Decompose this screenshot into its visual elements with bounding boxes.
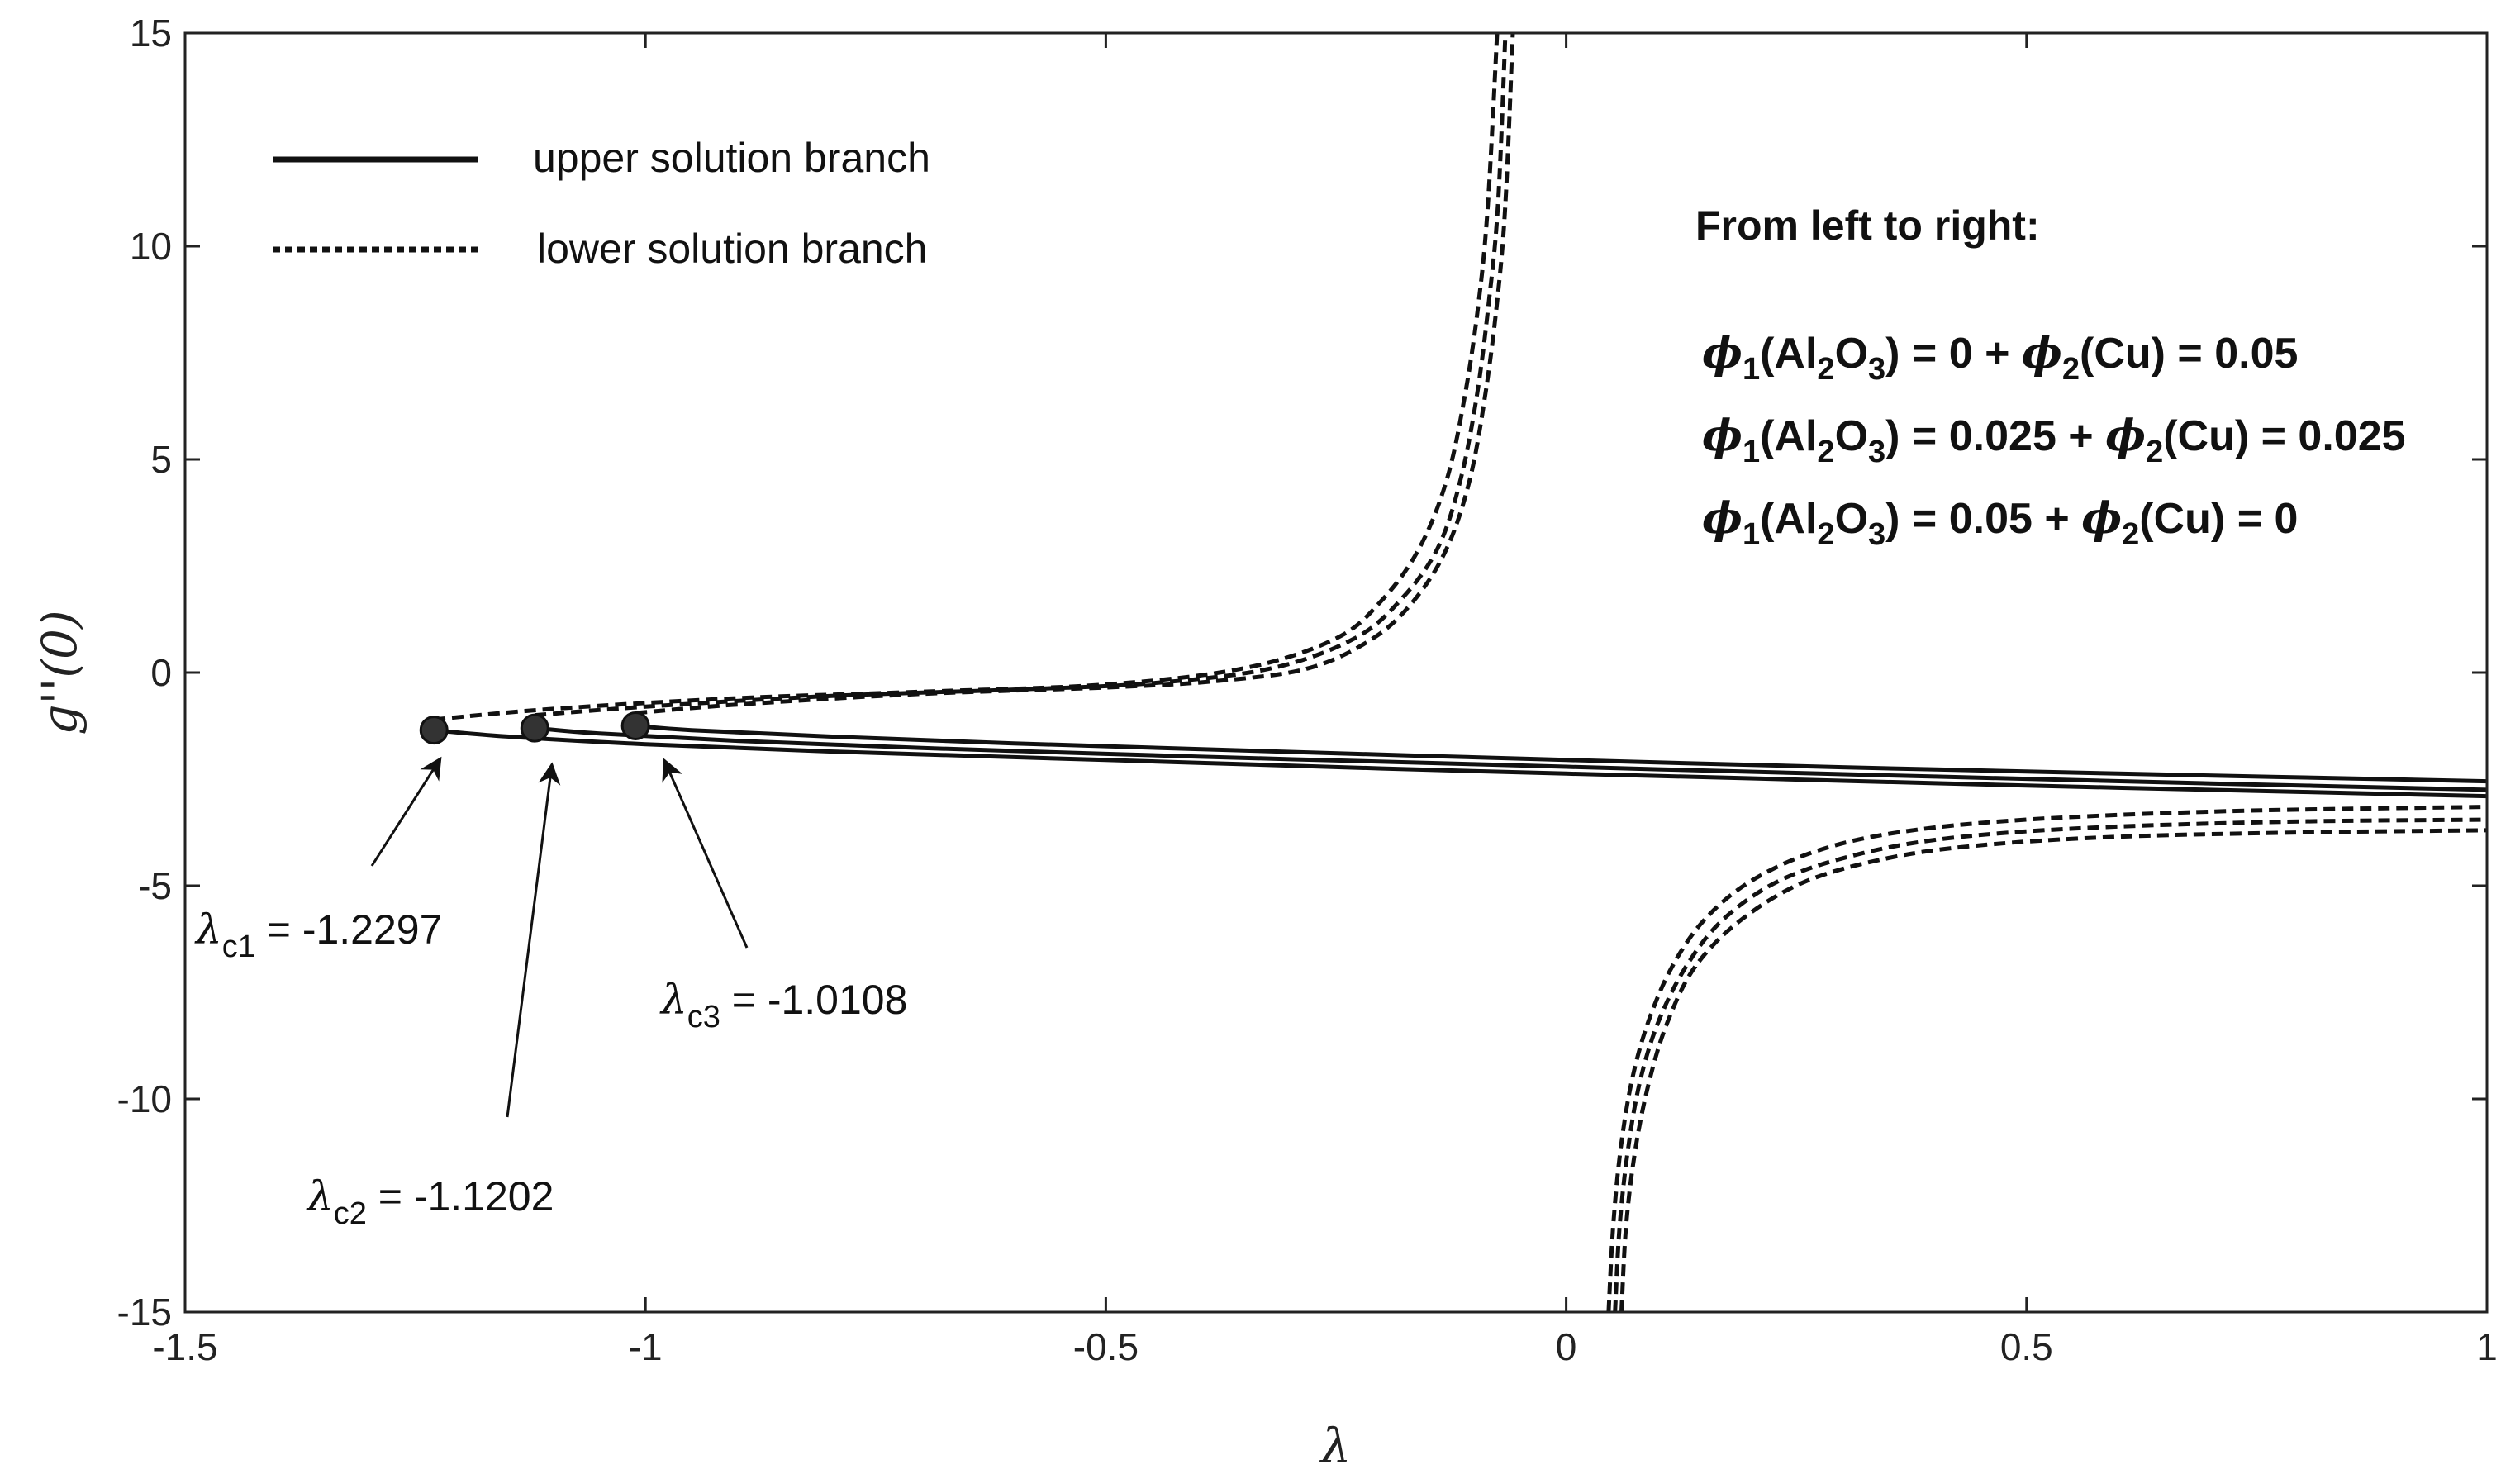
- critical-annotations: λc1 = -1.2297 λc2 = -1.1202 λc3 = -1.010…: [194, 756, 907, 1231]
- x-tick-label: 1: [2476, 1325, 2498, 1368]
- legend-label-lower: lower solution branch: [537, 226, 928, 272]
- note-title: From left to right:: [1695, 202, 2040, 249]
- y-tick-label: 0: [150, 651, 172, 694]
- plot-area-frame: [183, 31, 2489, 1314]
- y-tick-label: -15: [117, 1291, 172, 1334]
- x-axis-label: λ: [1319, 1418, 1352, 1474]
- y-tick-label: 10: [130, 225, 172, 268]
- note-line-2: ϕ1(Al2O3) = 0.025 + ϕ2(Cu) = 0.025: [1702, 411, 2406, 469]
- lower-branch-curve-5: [635, 33, 1515, 716]
- ticks-layer: -1.5 -1 -0.5 0 0.5 1 -15 -10 -5 0 5 10 15: [117, 12, 2498, 1368]
- critical-point-c3: [620, 711, 650, 740]
- x-tick-label: -0.5: [1073, 1325, 1139, 1368]
- legend: upper solution branch lower solution bra…: [273, 135, 930, 272]
- series-layer: [433, 33, 2487, 1312]
- critical-point-c2: [520, 713, 549, 743]
- y-axis-label: g''(0): [31, 610, 88, 735]
- arrow-c3: [662, 758, 749, 949]
- label-c3: λc3 = -1.0108: [659, 976, 907, 1034]
- upper-branch-curve-1: [534, 725, 2487, 792]
- y-tick-label: -5: [138, 864, 172, 907]
- legend-label-upper: upper solution branch: [533, 135, 930, 181]
- x-tick-label: -1: [629, 1325, 663, 1368]
- label-c1: λc1 = -1.2297: [194, 906, 442, 964]
- arrow-c1: [370, 756, 442, 867]
- critical-point-c1: [419, 716, 449, 745]
- annotation-note: From left to right: ϕ1(Al2O3) = 0 + ϕ2(C…: [1695, 202, 2406, 552]
- lower-branch-curve-right-5: [1606, 805, 2487, 1312]
- y-tick-label: 15: [130, 12, 172, 55]
- note-line-3: ϕ1(Al2O3) = 0.05 + ϕ2(Cu) = 0: [1702, 493, 2298, 552]
- y-tick-label: -10: [117, 1077, 172, 1120]
- x-tick-label: 0.5: [2000, 1325, 2053, 1368]
- lower-branch-curve-3: [433, 33, 1500, 722]
- label-c2: λc2 = -1.1202: [306, 1172, 554, 1231]
- note-line-1: ϕ1(Al2O3) = 0 + ϕ2(Cu) = 0.05: [1702, 328, 2298, 387]
- lower-branch-curve-right-3: [1619, 828, 2487, 1312]
- y-tick-label: 5: [150, 438, 172, 481]
- x-tick-label: 0: [1556, 1325, 1577, 1368]
- upper-branch-curve-2: [635, 724, 2487, 784]
- arrow-c2: [506, 762, 561, 1118]
- upper-branch-curve-0: [433, 728, 2487, 799]
- lower-branch-curve-4: [535, 33, 1508, 718]
- x-tick-label: -1.5: [152, 1325, 217, 1368]
- critical-points-layer: [419, 711, 650, 745]
- lower-branch-curve-right-4: [1613, 817, 2487, 1312]
